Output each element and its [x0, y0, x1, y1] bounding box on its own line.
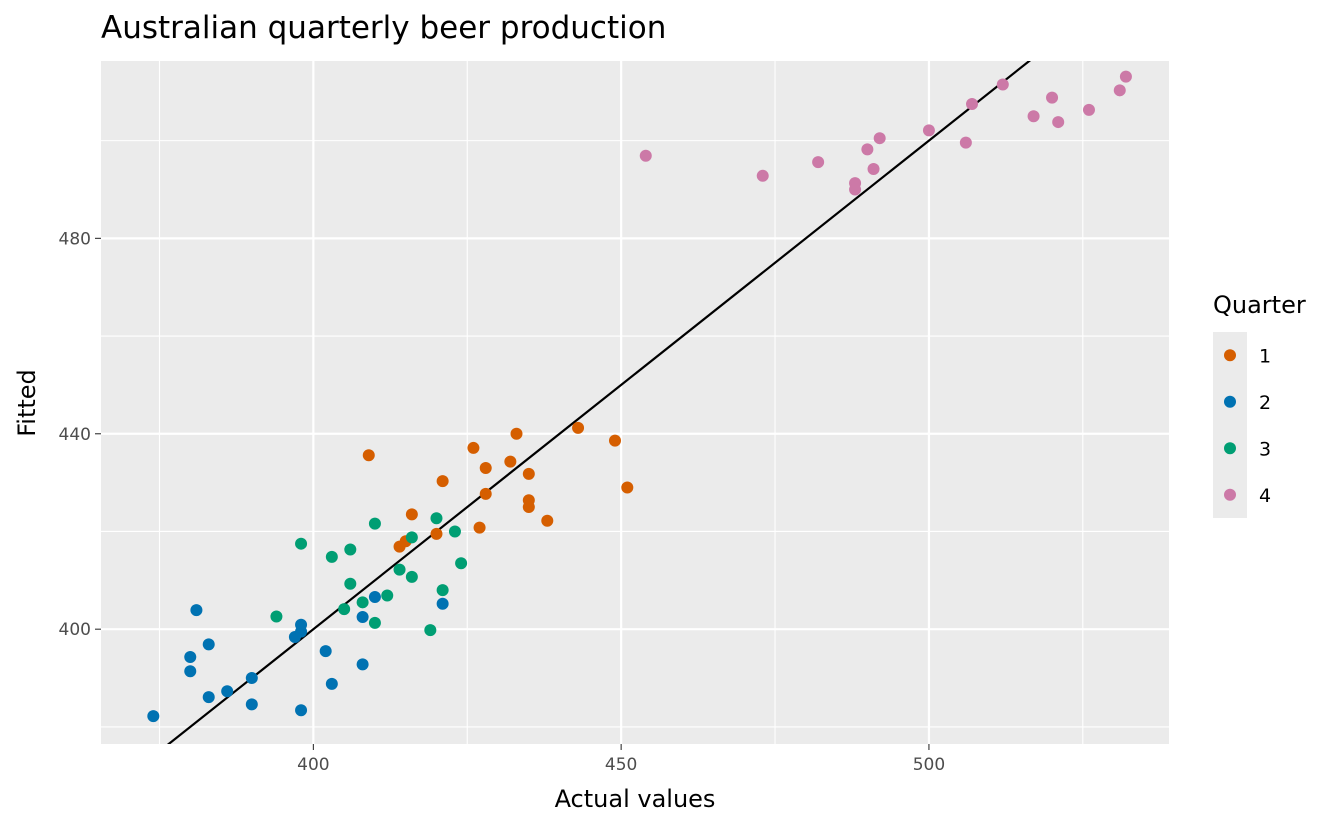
chart-title: Australian quarterly beer production — [101, 10, 666, 46]
data-point-q4 — [639, 149, 652, 162]
data-point-q4 — [1027, 110, 1040, 123]
data-point-q4 — [1046, 91, 1059, 104]
legend: Quarter 1 2 3 4 — [1213, 291, 1306, 518]
data-point-q3 — [270, 610, 283, 623]
plot-panel — [101, 61, 1169, 744]
data-point-q4 — [812, 156, 825, 169]
data-point-q3 — [405, 570, 418, 583]
data-point-q2 — [245, 698, 258, 711]
x-tick-label: 500 — [913, 755, 945, 775]
data-point-q3 — [368, 616, 381, 629]
data-point-q2 — [368, 590, 381, 603]
data-point-q1 — [572, 421, 585, 434]
data-point-q4 — [867, 162, 880, 175]
x-axis-ticks: 400 450 500 — [297, 744, 945, 775]
data-point-q2 — [325, 677, 338, 690]
y-axis-ticks: 400 440 480 — [59, 229, 101, 640]
data-point-q2 — [202, 638, 215, 651]
data-point-q3 — [405, 531, 418, 544]
legend-label-q4: 4 — [1259, 485, 1271, 507]
major-gridlines — [101, 61, 1169, 744]
data-point-q2 — [190, 604, 203, 617]
data-point-q3 — [393, 563, 406, 576]
data-point-q1 — [621, 481, 634, 494]
x-tick-label: 400 — [297, 755, 329, 775]
data-point-q1 — [473, 521, 486, 534]
legend-key-q2 — [1224, 395, 1236, 408]
data-point-q3 — [368, 517, 381, 530]
x-tick-label: 450 — [605, 755, 637, 775]
data-points — [147, 70, 1132, 723]
y-tick-label: 480 — [59, 229, 91, 249]
data-point-q3 — [430, 512, 443, 525]
data-point-q2 — [184, 665, 197, 678]
x-axis-title: Actual values — [555, 785, 716, 813]
data-point-q1 — [510, 427, 523, 440]
minor-gridlines — [101, 61, 1169, 744]
data-point-q2 — [356, 610, 369, 623]
data-point-q3 — [356, 596, 369, 609]
reference-line — [166, 61, 1032, 744]
data-point-q4 — [1113, 84, 1126, 97]
data-point-q4 — [1052, 116, 1065, 129]
legend-key-q4 — [1224, 488, 1236, 501]
data-point-q1 — [393, 540, 406, 553]
y-tick-label: 400 — [59, 620, 91, 640]
data-point-q1 — [430, 527, 443, 540]
data-point-q2 — [245, 672, 258, 685]
data-point-q2 — [295, 704, 308, 717]
data-point-q1 — [541, 514, 554, 527]
legend-key-q3 — [1224, 442, 1236, 455]
data-point-q2 — [184, 651, 197, 664]
legend-label-q3: 3 — [1259, 438, 1271, 460]
data-point-q3 — [381, 589, 394, 602]
data-point-q1 — [467, 441, 480, 454]
data-point-q1 — [504, 455, 517, 468]
data-point-q4 — [756, 169, 769, 182]
data-point-q4 — [849, 183, 862, 196]
legend-label-q1: 1 — [1259, 345, 1271, 367]
data-point-q3 — [455, 557, 468, 570]
data-point-q1 — [608, 434, 621, 447]
data-point-q4 — [959, 136, 972, 149]
data-point-q2 — [221, 685, 234, 698]
data-point-q2 — [295, 625, 308, 638]
data-point-q4 — [1082, 103, 1095, 116]
data-point-q2 — [436, 597, 449, 610]
data-point-q3 — [344, 577, 357, 590]
data-point-q4 — [861, 143, 874, 156]
legend-key-q1 — [1224, 349, 1236, 362]
y-tick-label: 440 — [59, 425, 91, 445]
data-point-q2 — [356, 658, 369, 671]
data-point-q4 — [1119, 70, 1132, 83]
data-point-q1 — [479, 461, 492, 474]
data-point-q3 — [436, 584, 449, 597]
legend-key-background — [1213, 332, 1247, 518]
data-point-q4 — [873, 132, 886, 145]
data-point-q1 — [522, 501, 535, 514]
data-point-q2 — [202, 691, 215, 704]
y-axis-title: Fitted — [13, 369, 41, 437]
data-point-q3 — [295, 537, 308, 550]
legend-title: Quarter — [1213, 291, 1306, 319]
legend-label-q2: 2 — [1259, 392, 1271, 414]
data-point-q3 — [338, 603, 351, 616]
data-point-q3 — [448, 525, 461, 538]
data-point-q3 — [344, 543, 357, 556]
data-point-q3 — [424, 624, 437, 637]
data-point-q2 — [319, 645, 332, 658]
data-point-q1 — [362, 449, 375, 462]
data-point-q3 — [325, 550, 338, 563]
data-point-q2 — [147, 710, 160, 723]
data-point-q4 — [966, 97, 979, 110]
data-point-q4 — [922, 124, 935, 137]
data-point-q4 — [996, 78, 1009, 91]
data-point-q1 — [405, 508, 418, 521]
data-point-q1 — [479, 487, 492, 500]
data-point-q1 — [522, 467, 535, 480]
legend-keys: 1 2 3 4 — [1213, 332, 1271, 518]
data-point-q1 — [436, 475, 449, 488]
